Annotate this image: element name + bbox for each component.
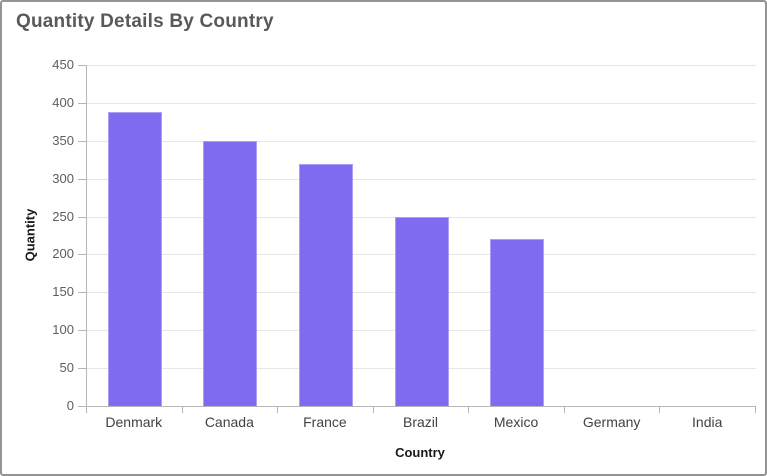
x-tick-label-mexico: Mexico: [493, 414, 539, 430]
y-tick-label-0: 0: [66, 398, 74, 413]
x-axis-tick: [563, 407, 565, 413]
bar-mexico[interactable]: [490, 239, 545, 406]
y-tick-label-450: 450: [52, 57, 74, 72]
y-axis-tick: [78, 330, 86, 332]
y-axis-tick: [78, 65, 86, 66]
y-tick-label-300: 300: [52, 170, 74, 186]
gridline-y-300: [87, 178, 756, 180]
bar-denmark[interactable]: [107, 112, 162, 406]
x-axis-title: Country: [395, 445, 445, 460]
x-tick-label-canada: Canada: [204, 414, 254, 430]
bar-france[interactable]: [298, 164, 353, 406]
x-tick-label-brazil: Brazil: [402, 414, 439, 430]
y-tick-label-400: 400: [52, 94, 74, 110]
chart-title: Quantity Details By Country: [16, 11, 274, 32]
y-tick-label-350: 350: [52, 132, 74, 148]
y-axis-tick: [78, 102, 86, 104]
bar-canada[interactable]: [203, 141, 258, 406]
x-tick-label-germany: Germany: [582, 414, 641, 430]
bar-brazil[interactable]: [394, 217, 449, 406]
y-tick-label-50: 50: [59, 360, 74, 376]
x-axis-tick: [755, 407, 756, 413]
x-tick-label-india: India: [692, 414, 723, 430]
y-tick-label-250: 250: [52, 208, 74, 224]
x-axis-tick: [181, 407, 183, 413]
x-axis-tick: [468, 407, 470, 413]
y-axis-tick: [78, 406, 86, 407]
x-axis-tick: [659, 407, 661, 413]
x-tick-label-denmark: Denmark: [105, 414, 163, 430]
x-axis-tick: [277, 407, 279, 413]
gridline-y-400: [87, 102, 756, 104]
gridline-y-450: [87, 65, 756, 66]
y-axis-tick: [78, 140, 86, 142]
gridline-y-350: [87, 140, 756, 142]
y-axis-tick: [78, 178, 86, 180]
x-tick-label-france: France: [303, 414, 347, 430]
y-tick-label-100: 100: [52, 322, 74, 338]
x-axis-tick: [372, 407, 374, 413]
y-tick-label-150: 150: [52, 284, 74, 300]
y-axis-tick: [78, 368, 86, 370]
x-axis-tick: [86, 407, 87, 413]
y-axis-tick: [78, 216, 86, 218]
plot-area: [86, 65, 756, 407]
y-tick-label-200: 200: [52, 246, 74, 262]
y-axis-tick: [78, 254, 86, 256]
y-axis-tick: [78, 292, 86, 294]
